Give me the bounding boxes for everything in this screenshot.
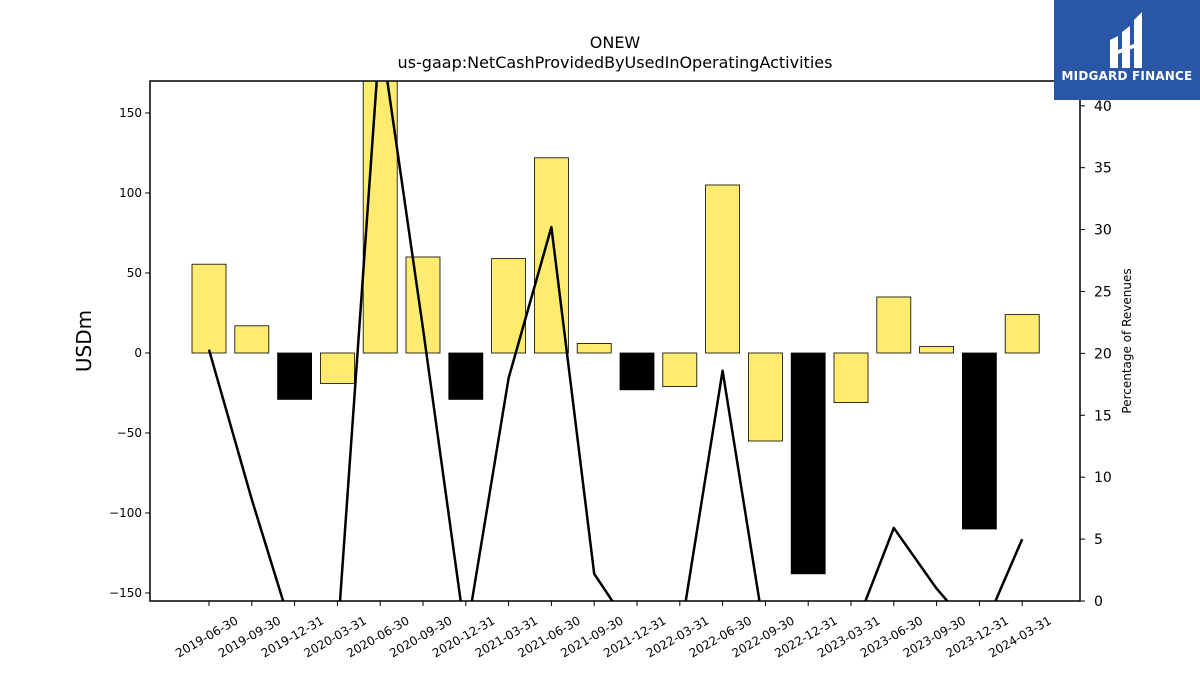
bar-2023-06-30	[876, 296, 912, 354]
bar-2023-12-31	[962, 352, 997, 530]
bars-layer	[191, 81, 1040, 575]
bar-2023-03-31	[833, 352, 869, 403]
right-axis: 0 5 10 15 20 25 30 35 40	[1080, 99, 1112, 610]
left-axis: −150 −100 −50 0 50 100 150	[109, 106, 150, 600]
line-layer	[207, 81, 1024, 601]
y2-tick-label: 20	[1094, 346, 1112, 362]
y2-tick-label: 15	[1094, 408, 1112, 424]
midgard-logo-icon	[1110, 12, 1142, 68]
percent-line-segment	[207, 81, 761, 601]
x-axis: 2019-06-302019-09-302019-12-312020-03-31…	[173, 601, 1054, 660]
y-tick-label: 100	[119, 186, 142, 200]
y2-tick-label: 30	[1094, 223, 1112, 239]
bar-2020-12-31	[448, 352, 484, 400]
y2-tick-label: 35	[1094, 161, 1112, 177]
y2-tick-label: 10	[1094, 470, 1112, 486]
bar-2021-09-30	[576, 342, 612, 354]
bar-2023-09-30	[919, 346, 954, 354]
bar-2019-06-30	[191, 263, 227, 354]
bar-2020-06-30	[362, 81, 398, 354]
y-tick-label: −50	[117, 426, 142, 440]
bar-2021-12-31	[619, 352, 655, 391]
y-tick-label: −150	[109, 586, 142, 600]
bar-2019-12-31	[277, 352, 313, 400]
bar-2020-03-31	[319, 352, 355, 384]
bar-2020-09-30	[405, 256, 441, 354]
logo-text: MIDGARD FINANCE	[1061, 69, 1193, 83]
bar-2019-09-30	[234, 325, 270, 354]
y2-tick-label: 25	[1094, 284, 1112, 300]
percent-line-segment	[864, 526, 1024, 601]
y-tick-label: −100	[109, 506, 142, 520]
bar-2022-06-30	[705, 184, 740, 354]
bar-2024-03-31	[1004, 314, 1040, 354]
bar-2022-03-31	[662, 352, 698, 387]
bar-2022-09-30	[748, 352, 783, 442]
chart-title: ONEW	[590, 33, 641, 52]
bar-2022-12-31	[790, 352, 826, 575]
y2-axis-label: Percentage of Revenues	[1120, 268, 1134, 413]
y2-tick-label: 40	[1094, 99, 1112, 115]
y-axis-label: USDm	[72, 310, 96, 372]
y2-tick-label: 5	[1094, 532, 1103, 548]
y-tick-label: 50	[127, 266, 142, 280]
y-tick-label: 150	[119, 106, 142, 120]
chart-subtitle: us-gaap:NetCashProvidedByUsedInOperating…	[398, 53, 833, 72]
midgard-finance-logo: MIDGARD FINANCE	[1054, 0, 1200, 100]
y2-tick-label: 0	[1094, 594, 1103, 610]
plot-frame	[149, 80, 1081, 602]
y-tick-label: 0	[134, 346, 142, 360]
